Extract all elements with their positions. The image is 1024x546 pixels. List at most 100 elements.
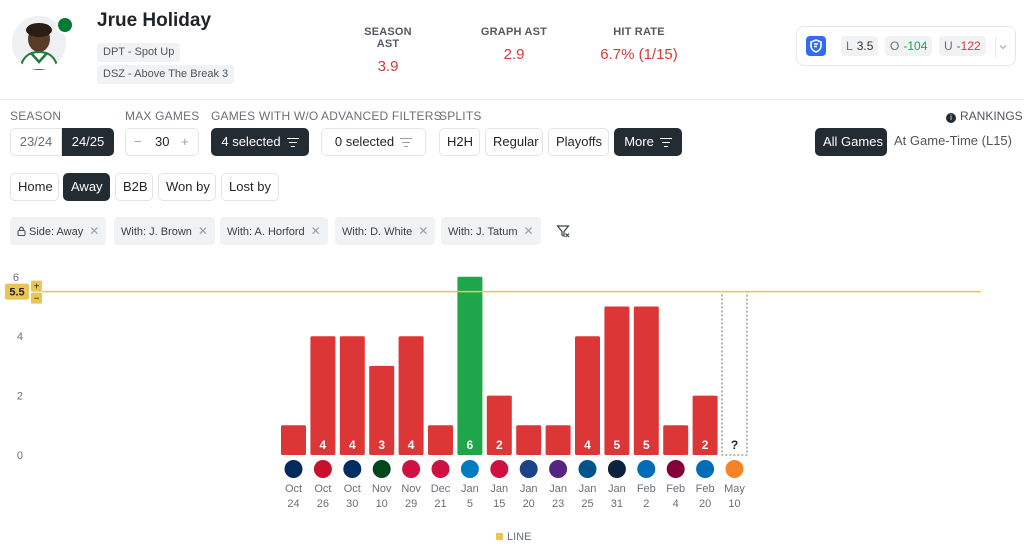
close-icon[interactable]: ✕ <box>310 224 321 238</box>
splits-label: SPLITS <box>439 109 482 123</box>
x-tick-day: 10 <box>376 498 388 510</box>
x-tick-day: 31 <box>611 498 623 510</box>
game-time-l15-button[interactable]: At Game-Time (L15) <box>887 128 1017 156</box>
split-h2h-button[interactable]: H2H <box>439 128 480 156</box>
stat-hit-rate: HIT RATE 6.7% (1/15) <box>600 26 678 63</box>
assists-bar-chart: 0246Oct244Oct264Oct303Nov104Nov29Dec216J… <box>5 272 981 543</box>
location-away-button[interactable]: Away <box>63 173 110 201</box>
x-tick-day: 23 <box>552 498 564 510</box>
season-option-2324[interactable]: 23/24 <box>10 128 62 156</box>
legend-swatch <box>496 533 503 540</box>
rankings-toggle[interactable]: i RANKINGS <box>946 109 1023 123</box>
max-games-value: 30 <box>155 134 170 149</box>
all-games-button[interactable]: All Games <box>815 128 887 156</box>
bar-value-label: 5 <box>614 438 621 452</box>
filter-lines-icon <box>286 137 299 148</box>
line-increase-button[interactable] <box>31 280 42 292</box>
max-games-stepper[interactable]: − 30 + <box>125 128 199 156</box>
y-tick-label: 2 <box>17 391 23 403</box>
odds-line: L 3.5 <box>841 36 879 56</box>
games-with-dropdown[interactable]: 4 selected <box>211 128 309 156</box>
split-regular-button[interactable]: Regular <box>485 128 543 156</box>
game-bar <box>486 395 512 455</box>
x-tick-month: Dec <box>431 483 451 495</box>
won-by-button[interactable]: Won by <box>158 173 216 201</box>
game-bar <box>604 306 630 455</box>
season-label: SEASON <box>10 109 62 123</box>
opponent-logo-icon <box>607 460 626 478</box>
x-tick-month: Jan <box>608 483 626 495</box>
x-tick-month: Jan <box>579 483 597 495</box>
odds-line-value: 3.5 <box>856 39 874 53</box>
bar-value-label: 2 <box>702 438 709 452</box>
opponent-logo-icon <box>343 460 362 478</box>
game-bar <box>545 425 571 455</box>
max-games-minus[interactable]: − <box>134 134 142 149</box>
bar-value-label: 2 <box>496 438 503 452</box>
x-tick-day: 25 <box>581 498 593 510</box>
line-decrease-button[interactable] <box>31 292 42 304</box>
split-more-button[interactable]: More <box>614 128 682 156</box>
location-home-button[interactable]: Home <box>10 173 59 201</box>
game-bar <box>516 425 542 455</box>
x-tick-month: Oct <box>344 483 361 495</box>
filter-chip-with-tatum[interactable]: With: J. Tatum ✕ <box>441 217 541 245</box>
filter-chip-with-horford[interactable]: With: A. Horford ✕ <box>220 217 328 245</box>
games-with-value: 4 selected <box>221 134 281 149</box>
game-bar <box>398 336 424 455</box>
player-tag-playtype: DPT - Spot Up <box>97 43 181 62</box>
split-playoffs-button[interactable]: Playoffs <box>548 128 609 156</box>
player-name: Jrue Holiday <box>97 10 212 31</box>
bar-value-label: 6 <box>467 438 474 452</box>
x-tick-month: Oct <box>314 483 331 495</box>
line-value-label: 5.5 <box>9 287 24 299</box>
stat-value: 6.7% (1/15) <box>600 46 678 63</box>
filter-chip-with-white[interactable]: With: D. White ✕ <box>335 217 436 245</box>
max-games-label: MAX GAMES <box>125 109 200 123</box>
minus-icon: − <box>34 294 40 305</box>
game-bar <box>310 336 336 455</box>
filter-lines-icon <box>659 137 672 148</box>
odds-over[interactable]: O -104 <box>885 36 933 56</box>
stat-graph-ast: GRAPH AST 2.9 <box>480 26 548 63</box>
odds-over-value: -104 <box>903 39 928 53</box>
x-tick-day: 10 <box>728 498 740 510</box>
x-tick-month: Nov <box>372 483 392 495</box>
location-b2b-button[interactable]: B2B <box>115 173 153 201</box>
opponent-logo-icon <box>490 460 509 478</box>
max-games-plus[interactable]: + <box>181 134 189 149</box>
bar-value-label: ? <box>731 438 738 452</box>
line-value-badge <box>5 283 29 300</box>
close-icon[interactable]: ✕ <box>197 224 208 238</box>
filter-chip-side-away[interactable]: Side: Away ✕ <box>10 217 107 245</box>
x-tick-day: 21 <box>434 498 446 510</box>
x-tick-month: Jan <box>461 483 479 495</box>
advanced-filters-dropdown[interactable]: 0 selected <box>321 128 426 156</box>
x-tick-day: 20 <box>523 498 535 510</box>
close-icon[interactable]: ✕ <box>523 224 534 238</box>
info-icon: i <box>946 113 956 123</box>
bar-value-label: 4 <box>408 438 415 452</box>
odds-under-value: -122 <box>956 39 981 53</box>
game-bar <box>692 395 718 455</box>
x-tick-month: Feb <box>666 483 685 495</box>
stat-value: 2.9 <box>503 46 525 63</box>
opponent-logo-icon <box>549 460 568 478</box>
filter-clear-icon[interactable] <box>556 224 570 243</box>
close-icon[interactable]: ✕ <box>418 224 429 238</box>
season-option-2425[interactable]: 24/25 <box>62 128 114 156</box>
x-tick-day: 30 <box>346 498 358 510</box>
x-tick-day: 2 <box>643 498 649 510</box>
close-icon[interactable]: ✕ <box>89 224 100 238</box>
chevron-down-icon[interactable] <box>995 37 1007 57</box>
sportsbook-odds-card[interactable]: L 3.5 O -104 U -122 <box>796 26 1016 66</box>
x-tick-day: 15 <box>493 498 505 510</box>
split-more-label: More <box>624 134 654 149</box>
opponent-logo-icon <box>372 460 391 478</box>
lost-by-button[interactable]: Lost by <box>221 173 279 201</box>
game-bar <box>339 336 365 455</box>
bar-value-label: 4 <box>584 438 591 452</box>
filter-chip-with-brown[interactable]: With: J. Brown ✕ <box>114 217 215 245</box>
player-header: Jrue Holiday DPT - Spot Up DSZ - Above T… <box>0 0 1024 100</box>
odds-under[interactable]: U -122 <box>939 36 986 56</box>
